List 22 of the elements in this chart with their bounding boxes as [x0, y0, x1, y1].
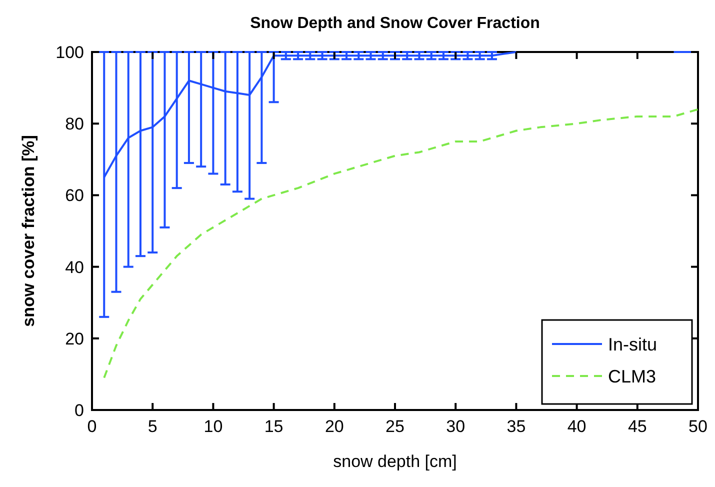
x-axis-title: snow depth [cm]: [333, 452, 457, 471]
legend-label: In-situ: [608, 334, 658, 354]
x-tick-label: 50: [688, 417, 708, 436]
x-tick-label: 5: [148, 417, 158, 436]
y-tick-label: 40: [65, 258, 84, 277]
y-axis-title: snow cover fraction [%]: [19, 135, 38, 327]
x-tick-label: 35: [506, 417, 526, 436]
x-tick-label: 45: [628, 417, 647, 436]
x-tick-label: 10: [204, 417, 223, 436]
x-tick-label: 20: [324, 417, 344, 436]
y-tick-label: 80: [65, 114, 84, 134]
x-tick-label: 30: [446, 417, 466, 436]
y-tick-label: 60: [65, 186, 84, 206]
x-tick-label: 0: [87, 417, 97, 436]
y-tick-label: 0: [74, 400, 84, 420]
chart-title: Snow Depth and Snow Cover Fraction: [250, 15, 540, 32]
y-tick-label: 20: [65, 329, 84, 348]
y-tick-label: 100: [56, 42, 84, 62]
x-tick-label: 25: [386, 417, 404, 436]
legend-label: CLM3: [608, 366, 656, 386]
x-tick-label: 40: [567, 417, 586, 436]
x-tick-label: 15: [264, 417, 284, 436]
